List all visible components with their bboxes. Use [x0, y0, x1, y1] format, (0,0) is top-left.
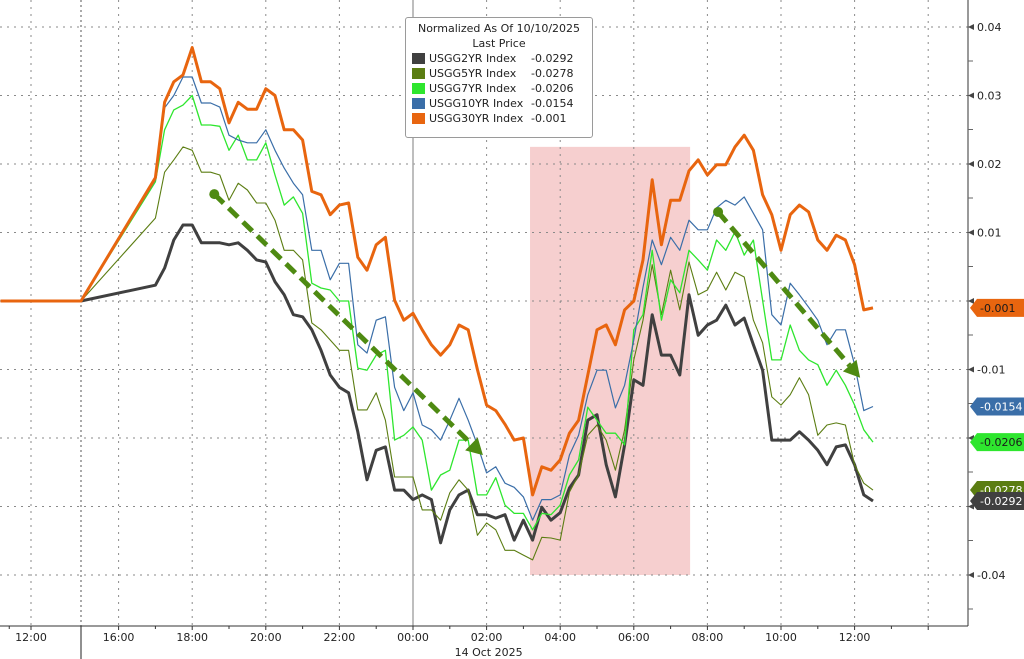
- series-line-usgg2yr-index: [0, 223, 874, 545]
- last-value-tag-bg: [970, 298, 1024, 317]
- last-value-tag-usgg30yr: -0.001: [970, 298, 1024, 317]
- y-tick: [968, 366, 974, 373]
- last-value-tag-text: -0.0154: [980, 400, 1022, 413]
- last-value-tag-text: -0.001: [980, 302, 1015, 315]
- last-value-tag-bg: [970, 433, 1024, 452]
- legend-value: -0.0206: [531, 82, 574, 95]
- legend-item-10yr: USGG10YR Index -0.0154: [412, 96, 586, 111]
- trend-arrow-start-dot: [209, 189, 220, 200]
- legend-label: USGG5YR Index: [429, 67, 517, 80]
- trend-arrow-head: [465, 437, 483, 456]
- series-line-usgg5yr-index: [0, 146, 874, 561]
- legend-label: USGG2YR Index: [429, 52, 517, 65]
- last-value-tag-usgg2yr: -0.0292: [970, 492, 1024, 511]
- trend-arrow-line: [716, 210, 852, 368]
- x-date-label: 14 Oct 2025: [455, 646, 523, 659]
- series-line-usgg10yr-index: [0, 76, 874, 521]
- legend-value: -0.0154: [531, 97, 574, 110]
- legend-swatch: [412, 53, 425, 64]
- x-tick-label: 08:00: [692, 631, 724, 644]
- x-tick-label: 06:00: [618, 631, 650, 644]
- last-value-tag-text: -0.0292: [980, 495, 1022, 508]
- y-tick-label: -0.01: [977, 364, 1005, 377]
- legend-swatch: [412, 83, 425, 94]
- legend-subtitle: Last Price: [472, 37, 526, 50]
- x-tick-label: 12:00: [839, 631, 871, 644]
- y-tick: [968, 24, 974, 30]
- y-tick: [968, 298, 974, 304]
- y-tick: [968, 503, 974, 510]
- y-tick: [968, 161, 974, 167]
- last-value-tag-bg: [970, 397, 1024, 416]
- last-value-tag-text: -0.0206: [980, 436, 1022, 449]
- legend-label: USGG7YR Index: [429, 82, 517, 95]
- legend-title: Normalized As Of 10/10/2025: [417, 22, 581, 35]
- legend-item-5yr: USGG5YR Index -0.0278: [412, 66, 586, 81]
- x-tick-label: 18:00: [176, 631, 208, 644]
- x-axis-area: [0, 626, 968, 659]
- legend-value: -0.001: [531, 112, 567, 125]
- x-tick-label: 16:00: [103, 631, 135, 644]
- series-line-usgg7yr-index: [0, 94, 874, 531]
- legend-swatch: [412, 98, 425, 109]
- legend-label: USGG10YR Index: [429, 97, 524, 110]
- legend-value: -0.0278: [531, 67, 574, 80]
- x-tick-label: 02:00: [471, 631, 503, 644]
- shaded-region: [530, 146, 691, 575]
- legend-value: -0.0292: [531, 52, 574, 65]
- legend-swatch: [412, 68, 425, 79]
- y-tick-label: 0.04: [977, 21, 1002, 34]
- x-tick-label: 10:00: [765, 631, 797, 644]
- x-tick-label: 04:00: [544, 631, 576, 644]
- y-tick: [968, 92, 974, 99]
- x-tick-label: 00:00: [397, 631, 429, 644]
- y-tick-label: 0.01: [977, 227, 1002, 240]
- last-value-tag-bg: [970, 492, 1024, 511]
- legend-swatch: [412, 113, 425, 124]
- trend-arrow-head: [842, 359, 861, 378]
- last-value-tag-usgg10yr: -0.0154: [970, 397, 1024, 416]
- y-axis-area: [968, 0, 1024, 659]
- series-line-usgg30yr-index: [0, 46, 874, 497]
- y-tick: [968, 229, 974, 236]
- legend-item-30yr: USGG30YR Index -0.001: [412, 111, 586, 126]
- last-value-tag-usgg7yr: -0.0206: [970, 433, 1024, 452]
- y-tick-label: -0.04: [977, 569, 1005, 582]
- trend-arrow-start-dot: [713, 206, 724, 217]
- y-tick: [968, 572, 974, 578]
- legend-label: USGG30YR Index: [429, 112, 524, 125]
- legend: Normalized As Of 10/10/2025 Last Price U…: [405, 17, 593, 138]
- legend-item-7yr: USGG7YR Index -0.0206: [412, 81, 586, 96]
- x-tick-label: 22:00: [324, 631, 356, 644]
- x-tick-label: 12:00: [15, 631, 47, 644]
- y-tick-label: 0.03: [977, 90, 1002, 103]
- legend-item-2yr: USGG2YR Index -0.0292: [412, 51, 586, 66]
- y-tick-label: 0.02: [977, 158, 1002, 171]
- x-tick-label: 20:00: [250, 631, 282, 644]
